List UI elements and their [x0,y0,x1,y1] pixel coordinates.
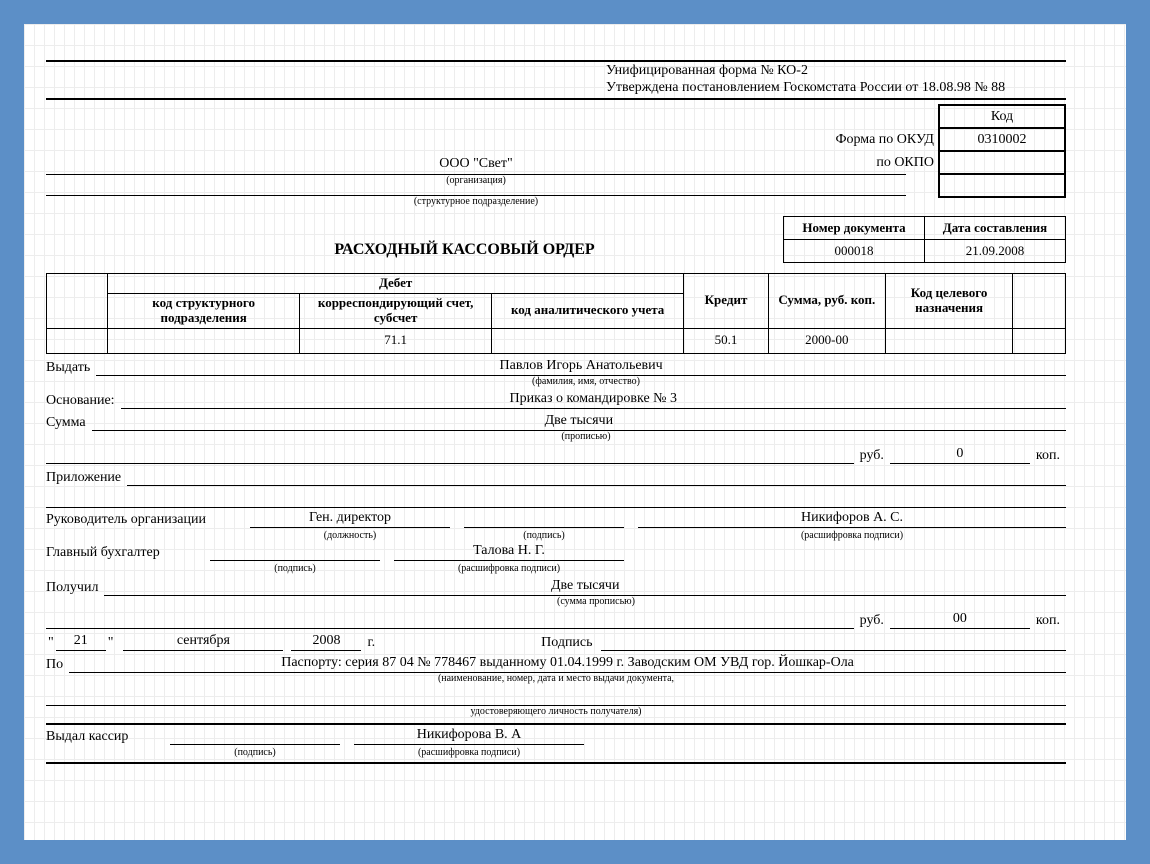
received-caption: (сумма прописью) [126,596,1066,607]
doc-date-label: Дата составления [925,217,1066,240]
basis-value: Приказ о командировке № 3 [121,391,1066,409]
form-title-line2: Утверждена постановлением Госкомстата Ро… [606,80,1005,97]
basis-label: Основание: [46,393,121,409]
head-name: Никифоров А. С. [638,510,1066,528]
code-blank [939,174,1065,197]
main-accounting-table: Дебет Кредит Сумма, руб. коп. Код целево… [46,273,1066,354]
col-analyt: код аналитического учета [492,293,684,328]
okpo-value [939,151,1065,174]
head-sign [464,510,624,528]
credit-header: Кредит [684,274,769,329]
doc-number-label: Номер документа [784,217,925,240]
col-struct: код структурного подразделения [108,293,300,328]
chief-acc-label: Главный бухгалтер [46,545,196,561]
doc-number-value: 000018 [784,240,925,263]
by-doc-caption1: (наименование, номер, дата и место выдач… [46,673,1066,684]
organization-caption: (организация) [46,175,906,191]
sum-words-label: Сумма [46,415,92,431]
structural-unit-caption: (структурное подразделение) [46,196,906,212]
corr-account-value: 71.1 [300,328,492,353]
form-header: Унифицированная форма № КО-2 Утверждена … [46,60,1066,100]
head-label: Руководитель организации [46,512,236,528]
by-doc-label: По [46,657,69,673]
credit-value: 50.1 [684,328,769,353]
rub-label: руб. [854,448,890,464]
form-ko-2: Унифицированная форма № КО-2 Утверждена … [46,60,1066,764]
okpo-label: по ОКПО [834,151,939,174]
code-table: Код Форма по ОКУД 0310002 по ОКПО [834,104,1066,198]
sum-words-value: Две тысячи [92,413,1066,431]
received-value: Две тысячи [104,578,1066,596]
year-value: 2008 [291,633,361,651]
col-corr: корреспондирующий счет, субсчет [300,293,492,328]
by-doc-caption2: удостоверяющего личность получателя) [46,706,1066,717]
sign-label: Подпись [541,635,592,651]
chief-acc-sign [210,543,380,561]
organization-value: ООО "Свет" [46,156,906,175]
chief-acc-name: Талова Н. Г. [394,543,624,561]
spreadsheet-sheet: Унифицированная форма № КО-2 Утверждена … [24,24,1126,840]
kod-header: Код [939,105,1065,128]
okud-value: 0310002 [939,128,1065,151]
okud-label: Форма по ОКУД [834,128,939,151]
cashier-label: Выдал кассир [46,729,156,745]
debit-header: Дебет [108,274,684,294]
doc-date-value: 21.09.2008 [925,240,1066,263]
by-doc-value: Паспорту: серия 87 04 № 778467 выданному… [69,655,1066,673]
purpose-header: Код целевого назначения [885,274,1013,329]
kop-value: 0 [890,446,1030,464]
receiver-sign [601,633,1066,651]
received-label: Получил [46,580,104,596]
kop-label: коп. [1030,448,1066,464]
issue-to-caption: (фамилия, имя, отчество) [106,376,1066,387]
month-value: сентября [123,633,283,651]
sum-words-caption: (прописью) [106,431,1066,442]
form-title-line1: Унифицированная форма № КО-2 [606,63,1005,80]
table-row: 71.1 50.1 2000-00 [47,328,1066,353]
kop2-value: 00 [890,611,1030,629]
sum-header: Сумма, руб. коп. [768,274,885,329]
attachment-label: Приложение [46,470,127,486]
cashier-sign [170,727,340,745]
main-title: РАСХОДНЫЙ КАССОВЫЙ ОРДЕР [46,241,783,263]
doc-number-date-table: Номер документа Дата составления 000018 … [783,216,1066,263]
issue-to-label: Выдать [46,360,96,376]
sum-value: 2000-00 [768,328,885,353]
attachment-value [127,468,1066,486]
day-value: 21 [56,633,106,651]
head-position: Ген. директор [250,510,450,528]
cashier-name: Никифорова В. А [354,727,584,745]
issue-to-value: Павлов Игорь Анатольевич [96,358,1066,376]
